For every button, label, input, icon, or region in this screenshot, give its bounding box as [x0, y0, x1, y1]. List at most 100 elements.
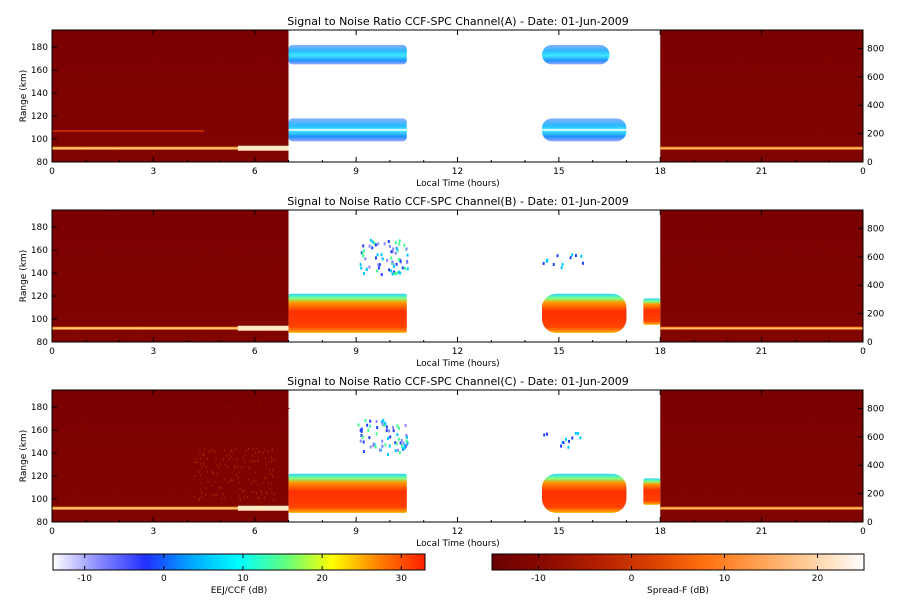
noise-speck	[88, 34, 91, 36]
spread-f-speck	[263, 496, 265, 499]
noise-speck	[79, 319, 82, 321]
x-tick-label: 3	[151, 167, 157, 177]
spread-f-speck	[206, 470, 208, 473]
noise-speck	[662, 416, 665, 418]
noise-speck	[176, 105, 179, 107]
x-tick-label: 9	[353, 527, 359, 537]
noise-speck	[160, 413, 163, 415]
scatter-echo-speck	[387, 436, 390, 440]
noise-speck	[822, 131, 825, 133]
scatter-echo-speck	[561, 262, 564, 266]
scatter-echo-speck	[394, 241, 397, 245]
echo-region	[288, 44, 407, 65]
scatter-echo-speck	[395, 442, 398, 446]
noise-speck	[172, 76, 175, 78]
noise-speck	[861, 61, 864, 63]
scatter-echo-speck	[360, 434, 363, 438]
noise-speck	[836, 497, 839, 499]
spread-f-speck	[252, 479, 254, 482]
spread-f-speck	[228, 453, 230, 456]
spread-f-speck	[243, 496, 245, 499]
noise-speck	[153, 135, 156, 137]
y2-tick-label: 800	[867, 404, 884, 414]
noise-speck	[821, 465, 824, 467]
noise-speck	[699, 87, 702, 89]
y2-tick-label: 600	[867, 433, 884, 443]
scatter-echo-speck	[367, 428, 370, 432]
noise-speck	[705, 446, 708, 448]
spread-f-speck	[271, 482, 273, 485]
scatter-echo-speck	[374, 256, 377, 260]
spread-f-speck	[248, 447, 250, 450]
scatter-echo-speck	[384, 422, 387, 426]
noise-speck	[80, 427, 83, 429]
noise-speck	[825, 103, 828, 105]
scatter-echo-speck	[373, 241, 376, 245]
noise-speck	[73, 452, 76, 454]
scatter-echo-speck	[405, 247, 408, 251]
noise-speck	[744, 519, 747, 521]
noise-speck	[225, 122, 228, 124]
noise-speck	[113, 155, 116, 157]
spread-f-speck	[268, 468, 270, 471]
spread-f-speck	[218, 486, 220, 489]
spread-f-speck	[223, 458, 225, 461]
x-tick-label: 0	[49, 527, 55, 537]
noise-speck	[80, 285, 83, 287]
scatter-echo-speck	[364, 257, 367, 261]
scatter-echo-speck	[388, 268, 391, 272]
scatter-echo-speck	[376, 253, 379, 257]
noise-speck	[133, 100, 136, 102]
scatter-echo-speck	[376, 269, 379, 273]
noise-speck	[758, 110, 761, 112]
spread-f-speck	[213, 493, 215, 496]
noise-speck	[238, 254, 241, 256]
spread-f-speck	[205, 465, 207, 468]
noise-speck	[806, 396, 809, 398]
noise-speck	[755, 65, 758, 67]
scatter-echo-speck	[378, 263, 381, 267]
scatter-echo-speck	[361, 435, 364, 439]
scatter-echo-speck	[375, 419, 378, 423]
scatter-echo-speck	[399, 441, 402, 445]
noise-speck	[700, 55, 703, 57]
spread-f-speck	[198, 471, 200, 474]
y2-tick-label: 200	[867, 130, 884, 140]
noise-speck	[753, 446, 756, 448]
noise-speck	[202, 88, 205, 90]
noise-speck	[251, 108, 254, 110]
noise-speck	[666, 108, 669, 110]
spread-f-speck	[201, 465, 203, 468]
scatter-echo-speck	[406, 441, 409, 445]
spread-f-speck	[271, 460, 273, 463]
noise-speck	[153, 56, 156, 58]
scatter-echo-speck	[404, 423, 407, 427]
y-tick-label: 140	[31, 269, 48, 279]
spread-f-speck	[248, 467, 250, 470]
y-tick-label: 140	[31, 89, 48, 99]
scatter-echo-speck	[574, 254, 577, 258]
noise-speck	[64, 43, 67, 45]
scatter-echo-speck	[406, 267, 409, 271]
noise-speck	[205, 218, 208, 220]
colorbar-strip	[52, 553, 426, 571]
spread-f-speck	[223, 477, 225, 480]
noise-speck	[796, 474, 799, 476]
noise-speck	[163, 43, 166, 45]
noise-speck	[744, 318, 747, 320]
scatter-echo-speck	[391, 425, 394, 429]
noise-speck	[830, 248, 833, 250]
noise-speck	[698, 153, 701, 155]
noise-speck	[118, 485, 121, 487]
x-tick-label: 12	[452, 347, 463, 357]
noise-speck	[115, 121, 118, 123]
noise-speck	[706, 488, 709, 490]
noise-speck	[162, 144, 165, 146]
noise-speck	[210, 493, 213, 495]
noise-speck	[722, 80, 725, 82]
noise-speck	[754, 237, 757, 239]
noise-speck	[856, 307, 859, 309]
noise-speck	[677, 289, 680, 291]
scatter-echo-speck	[359, 262, 362, 266]
scatter-echo-speck	[391, 260, 394, 264]
